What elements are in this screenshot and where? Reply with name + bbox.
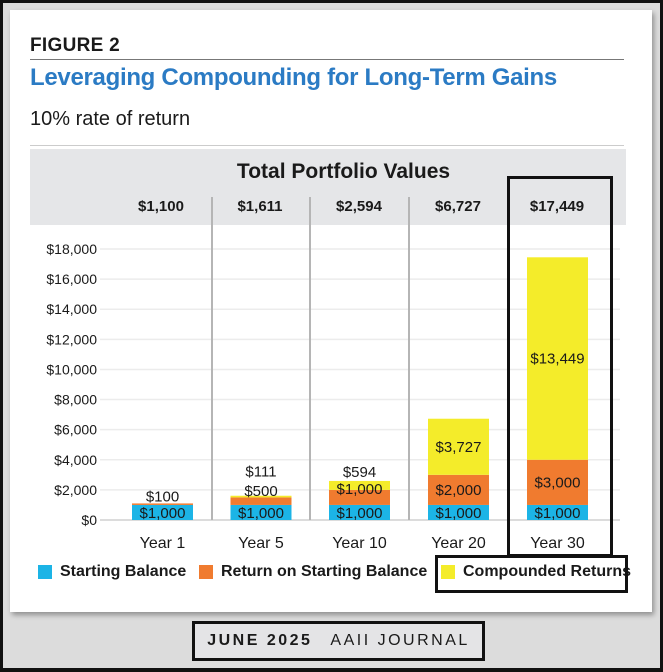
- y-tick-label: $0: [81, 512, 97, 528]
- total-value-year-5: $1,611: [237, 198, 283, 215]
- data-label: $100: [146, 488, 179, 505]
- data-label: $1,000: [238, 505, 284, 522]
- return-swatch-icon: [199, 565, 213, 579]
- chart-title-text: Total Portfolio Values: [236, 160, 451, 183]
- total-value-year-10: $2,594: [336, 198, 382, 215]
- data-label: $111: [245, 463, 276, 480]
- legend-highlight-box: [435, 555, 628, 593]
- y-tick-label: $18,000: [46, 241, 97, 257]
- y-tick-label: $8,000: [54, 392, 97, 408]
- data-label: $3,727: [436, 439, 482, 456]
- data-label: $1,000: [140, 505, 186, 522]
- figure-title: Leveraging Compounding for Long-Term Gai…: [30, 64, 557, 91]
- legend-label: Compounded Returns: [463, 563, 631, 580]
- total-value-year-1: $1,100: [138, 198, 184, 215]
- legend-item-starting-balance: Starting Balance: [38, 563, 186, 581]
- y-axis-ticks: $0 $2,000 $4,000 $6,000 $8,000 $10,000 $12,000…: [46, 241, 97, 528]
- data-label: $3,000: [535, 474, 581, 491]
- bar-segment-return-on-starting-balance: [527, 459, 588, 505]
- y-tick-label: $12,000: [46, 331, 97, 347]
- bar-segment-starting-balance: [527, 504, 588, 520]
- bar-segment-return-on-starting-balance: [230, 497, 292, 505]
- x-tick-label: Year 20: [431, 535, 486, 552]
- bar-segment-return-on-starting-balance: [329, 489, 390, 505]
- y-tick-label: $10,000: [46, 361, 97, 377]
- y-tick-label: $14,000: [46, 301, 97, 317]
- divider: [30, 59, 624, 60]
- bar-segment-return-on-starting-balance: [428, 474, 489, 505]
- x-tick-label: Year 30: [530, 535, 585, 552]
- bar-segment-starting-balance: [132, 504, 193, 520]
- total-value-year-30: $17,449: [529, 198, 585, 215]
- bar-segment-starting-balance: [329, 504, 390, 520]
- y-tick-label: $4,000: [54, 452, 97, 468]
- column-separator: [211, 197, 213, 520]
- total-value-year-20: $6,727: [435, 198, 481, 215]
- starting-balance-swatch-icon: [38, 565, 52, 579]
- bars: $1,000$100$1,000$500$111$1,000$1,000$594…: [132, 257, 588, 522]
- data-label: $1,000: [337, 505, 383, 522]
- chart-title: Total Portfolio Values: [0, 160, 663, 184]
- y-tick-label: $6,000: [54, 422, 97, 438]
- x-axis-ticks: Year 1 Year 5 Year 10 Year 20 Year 30: [140, 535, 585, 552]
- legend-item-compounded-returns: Compounded Returns: [441, 563, 631, 581]
- column-separator: [408, 197, 410, 520]
- data-label: $1,000: [436, 505, 482, 522]
- compounded-swatch-icon: [441, 565, 455, 579]
- column-separator: [309, 197, 311, 520]
- bar-segment-compounded-returns: [527, 257, 588, 460]
- footer-publication: JUNE 2025 AAII JOURNAL: [192, 621, 485, 661]
- legend-label: Return on Starting Balance: [221, 563, 428, 580]
- bar-segment-return-on-starting-balance: [132, 503, 193, 505]
- bar-segment-compounded-returns: [428, 418, 489, 475]
- year-30-highlight-box: [507, 176, 613, 557]
- bar-segment-compounded-returns: [230, 495, 292, 498]
- x-tick-label: Year 1: [140, 535, 186, 552]
- data-label: $1,000: [337, 481, 383, 498]
- legend-label: Starting Balance: [60, 563, 187, 580]
- figure-subtitle: 10% rate of return: [30, 108, 191, 130]
- bar-segment-compounded-returns: [329, 480, 390, 490]
- chart-header-band: [30, 149, 626, 225]
- footer-issue: JUNE 2025: [207, 632, 313, 649]
- x-tick-label: Year 5: [238, 535, 284, 552]
- y-tick-label: $2,000: [54, 482, 97, 498]
- x-tick-label: Year 10: [332, 535, 387, 552]
- data-label: $1,000: [535, 505, 581, 522]
- footer-journal: AAII JOURNAL: [330, 632, 470, 649]
- data-label: $500: [244, 483, 277, 500]
- bar-segment-starting-balance: [230, 504, 292, 520]
- legend-item-return-on-starting-balance: Return on Starting Balance: [199, 563, 427, 581]
- data-label: $594: [343, 464, 376, 481]
- data-label: $13,449: [530, 351, 584, 368]
- divider: [30, 145, 624, 146]
- bar-segment-starting-balance: [428, 504, 489, 520]
- y-tick-label: $16,000: [46, 271, 97, 287]
- figure-label: FIGURE 2: [30, 35, 121, 56]
- data-label: $2,000: [436, 482, 482, 499]
